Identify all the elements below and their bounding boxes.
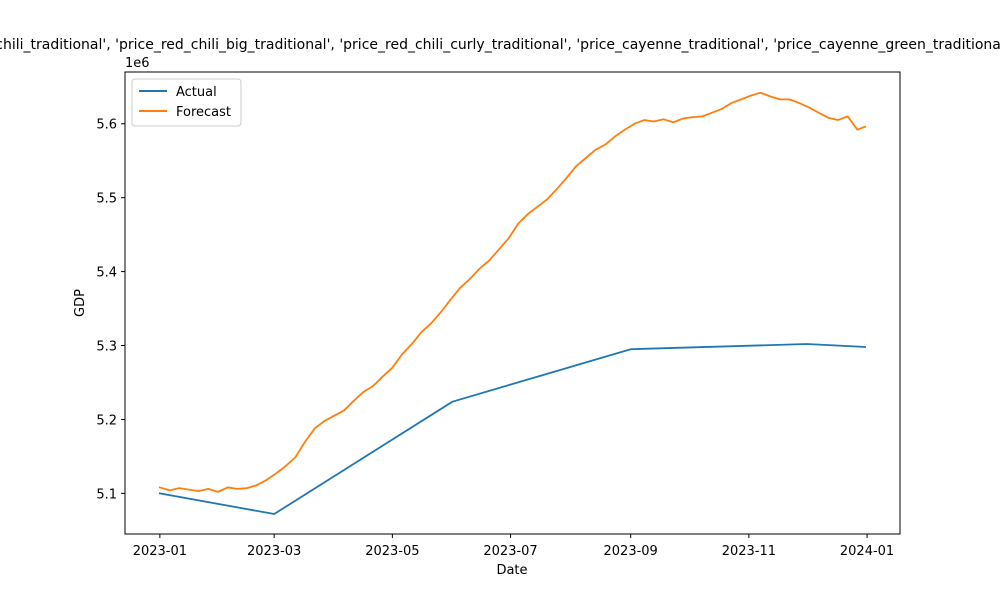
- legend: Actual Forecast: [131, 78, 242, 127]
- legend-label-forecast: Forecast: [176, 105, 231, 120]
- x-tick-label: 2023-05: [365, 544, 419, 559]
- y-axis-label: GDP: [73, 289, 88, 317]
- plot-frame: [124, 71, 901, 535]
- x-tick-label: 2024-01: [840, 544, 894, 559]
- y-axis: 5.1 5.2 5.3 5.4 5.5 5.6: [96, 118, 125, 502]
- y-tick-label: 5.1: [96, 487, 117, 502]
- y-offset-label: 1e6: [125, 56, 150, 71]
- x-tick-label: 2023-11: [722, 544, 776, 559]
- chart-title: chili_traditional', 'price_red_chili_big…: [0, 37, 1000, 53]
- y-tick-label: 5.2: [96, 413, 117, 428]
- x-axis: 2023-01 2023-03 2023-05 2023-07 2023-09 2023-…: [133, 534, 894, 559]
- y-tick-label: 5.6: [96, 118, 117, 133]
- y-tick-label: 5.5: [96, 192, 117, 207]
- series-layer: [158, 91, 867, 515]
- plot-area: [124, 71, 901, 535]
- series-line-forecast: [158, 91, 867, 493]
- x-tick-label: 2023-01: [133, 544, 187, 559]
- series-line-actual: [158, 343, 867, 515]
- x-tick-label: 2023-03: [247, 544, 301, 559]
- x-axis-label: Date: [496, 563, 527, 578]
- y-tick-label: 5.4: [96, 266, 117, 281]
- legend-label-actual: Actual: [176, 85, 217, 100]
- x-tick-label: 2023-09: [604, 544, 658, 559]
- x-tick-label: 2023-07: [483, 544, 537, 559]
- y-tick-label: 5.3: [96, 340, 117, 355]
